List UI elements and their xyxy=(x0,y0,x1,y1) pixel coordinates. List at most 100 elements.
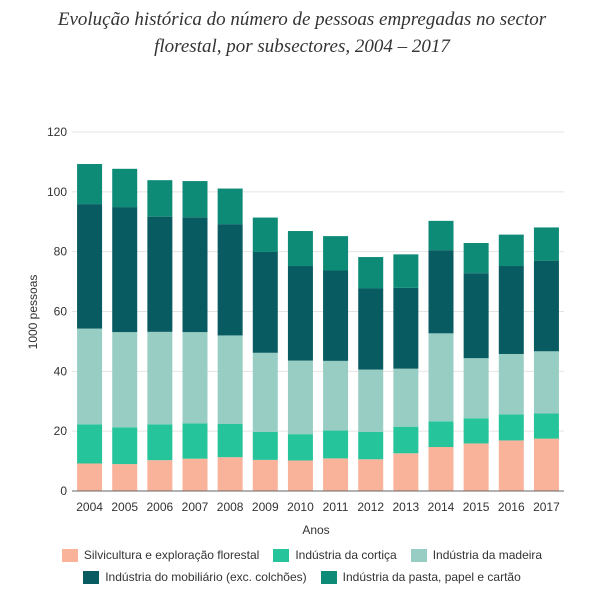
bar-industria-do-mobiliario-exc-colchoes-2004[interactable] xyxy=(77,204,103,329)
bar-silvicultura-e-exploracao-florestal-2009[interactable] xyxy=(252,459,278,491)
bar-industria-da-pasta-papel-e-cartao-2009[interactable] xyxy=(252,217,278,252)
y-tick-label-80: 80 xyxy=(54,245,68,259)
bar-silvicultura-e-exploracao-florestal-2006[interactable] xyxy=(147,460,173,491)
legend-item-cortica[interactable]: Indústria da cortiça xyxy=(273,548,397,562)
bar-industria-da-madeira-2013[interactable] xyxy=(393,368,419,427)
x-tick-label-2015: 2015 xyxy=(463,500,490,514)
bar-industria-da-madeira-2010[interactable] xyxy=(287,360,313,435)
bar-industria-do-mobiliario-exc-colchoes-2013[interactable] xyxy=(393,287,419,369)
stacked-bar-chart: 0 20 40 60 80 100 120 2004 2005 2006 2007 2008 2009 2… xyxy=(26,125,564,537)
x-tick-label-2012: 2012 xyxy=(357,500,384,514)
bar-silvicultura-e-exploracao-florestal-2005[interactable] xyxy=(112,464,138,491)
bar-industria-do-mobiliario-exc-colchoes-2009[interactable] xyxy=(252,251,278,353)
bar-silvicultura-e-exploracao-florestal-2012[interactable] xyxy=(358,459,384,491)
legend-label-cortica: Indústria da cortiça xyxy=(295,548,397,562)
bar-industria-da-madeira-2016[interactable] xyxy=(498,353,524,415)
legend-item-madeira[interactable]: Indústria da madeira xyxy=(410,548,542,562)
bar-industria-da-pasta-papel-e-cartao-2005[interactable] xyxy=(112,168,138,208)
bar-industria-da-madeira-2005[interactable] xyxy=(112,332,138,428)
bar-industria-do-mobiliario-exc-colchoes-2017[interactable] xyxy=(533,260,559,352)
bar-industria-da-cortica-2008[interactable] xyxy=(217,423,243,458)
bar-industria-da-madeira-2006[interactable] xyxy=(147,331,173,425)
y-tick-label-100: 100 xyxy=(47,185,67,199)
bar-industria-da-madeira-2004[interactable] xyxy=(77,328,103,425)
bar-industria-da-madeira-2017[interactable] xyxy=(533,351,559,414)
bar-industria-da-madeira-2012[interactable] xyxy=(358,369,384,432)
bar-industria-da-pasta-papel-e-cartao-2014[interactable] xyxy=(428,220,454,251)
bar-industria-do-mobiliario-exc-colchoes-2016[interactable] xyxy=(498,266,524,354)
bar-industria-da-pasta-papel-e-cartao-2012[interactable] xyxy=(358,257,384,289)
bar-industria-da-pasta-papel-e-cartao-2011[interactable] xyxy=(323,236,349,271)
bar-silvicultura-e-exploracao-florestal-2015[interactable] xyxy=(463,443,489,491)
bar-industria-da-madeira-2009[interactable] xyxy=(252,352,278,432)
bar-silvicultura-e-exploracao-florestal-2014[interactable] xyxy=(428,447,454,491)
bar-industria-da-pasta-papel-e-cartao-2013[interactable] xyxy=(393,254,419,288)
bar-industria-da-cortica-2005[interactable] xyxy=(112,427,138,465)
legend-label-pasta-papel: Indústria da pasta, papel e cartão xyxy=(342,570,521,584)
bar-industria-da-cortica-2011[interactable] xyxy=(323,430,349,459)
chart-title-line-2: florestal, por subsectores, 2004 – 2017 xyxy=(154,36,450,57)
bar-silvicultura-e-exploracao-florestal-2016[interactable] xyxy=(498,440,524,491)
legend-item-pasta-papel[interactable]: Indústria da pasta, papel e cartão xyxy=(320,570,521,584)
bar-industria-da-pasta-papel-e-cartao-2015[interactable] xyxy=(463,242,489,274)
bar-industria-da-cortica-2004[interactable] xyxy=(77,424,103,464)
bar-silvicultura-e-exploracao-florestal-2007[interactable] xyxy=(182,458,208,491)
bar-industria-da-cortica-2007[interactable] xyxy=(182,423,208,459)
bar-industria-da-pasta-papel-e-cartao-2007[interactable] xyxy=(182,181,208,218)
bar-industria-da-cortica-2009[interactable] xyxy=(252,431,278,460)
bar-industria-da-cortica-2016[interactable] xyxy=(498,414,524,441)
bar-industria-da-madeira-2015[interactable] xyxy=(463,358,489,419)
bar-industria-da-madeira-2014[interactable] xyxy=(428,333,454,422)
legend-item-mobiliario[interactable]: Indústria do mobiliário (exc. colchões) xyxy=(83,570,307,584)
bar-stack-2009 xyxy=(252,217,278,491)
legend-item-silvicultura[interactable]: Silvicultura e exploração florestal xyxy=(61,548,259,562)
bar-stack-2010 xyxy=(287,231,313,491)
legend-row-2: Indústria do mobiliário (exc. colchões) … xyxy=(0,570,604,584)
bar-industria-da-cortica-2012[interactable] xyxy=(358,431,384,460)
bar-industria-da-madeira-2008[interactable] xyxy=(217,335,243,424)
bar-industria-do-mobiliario-exc-colchoes-2006[interactable] xyxy=(147,216,173,332)
bar-industria-do-mobiliario-exc-colchoes-2014[interactable] xyxy=(428,250,454,334)
bar-industria-da-cortica-2010[interactable] xyxy=(287,434,313,461)
legend-swatch-madeira xyxy=(410,548,427,562)
bar-silvicultura-e-exploracao-florestal-2004[interactable] xyxy=(77,463,103,491)
legend-swatch-cortica xyxy=(273,548,290,562)
bar-industria-do-mobiliario-exc-colchoes-2010[interactable] xyxy=(287,266,313,361)
bar-stack-2017 xyxy=(533,227,559,491)
bar-industria-do-mobiliario-exc-colchoes-2005[interactable] xyxy=(112,207,138,333)
y-tick-label-60: 60 xyxy=(54,305,68,319)
bar-stack-2014 xyxy=(428,220,454,491)
bar-industria-da-pasta-papel-e-cartao-2006[interactable] xyxy=(147,180,173,217)
x-tick-label-2004: 2004 xyxy=(76,500,103,514)
bar-silvicultura-e-exploracao-florestal-2011[interactable] xyxy=(323,458,349,491)
x-tick-label-2009: 2009 xyxy=(252,500,279,514)
bar-stack-2012 xyxy=(358,257,384,491)
y-axis-label: 1000 pessoas xyxy=(26,275,40,350)
bar-industria-da-cortica-2013[interactable] xyxy=(393,426,419,454)
bar-industria-da-cortica-2017[interactable] xyxy=(533,413,559,439)
bar-silvicultura-e-exploracao-florestal-2013[interactable] xyxy=(393,453,419,491)
bar-industria-do-mobiliario-exc-colchoes-2012[interactable] xyxy=(358,288,384,370)
bar-industria-do-mobiliario-exc-colchoes-2011[interactable] xyxy=(323,270,349,361)
bar-industria-do-mobiliario-exc-colchoes-2008[interactable] xyxy=(217,224,243,336)
bar-industria-da-pasta-papel-e-cartao-2008[interactable] xyxy=(217,188,243,225)
bar-industria-da-pasta-papel-e-cartao-2010[interactable] xyxy=(287,231,313,267)
bar-industria-da-cortica-2014[interactable] xyxy=(428,421,454,448)
bar-industria-do-mobiliario-exc-colchoes-2015[interactable] xyxy=(463,273,489,359)
x-tick-label-2008: 2008 xyxy=(217,500,244,514)
bar-silvicultura-e-exploracao-florestal-2017[interactable] xyxy=(533,438,559,491)
bar-industria-da-madeira-2011[interactable] xyxy=(323,360,349,431)
bar-industria-da-pasta-papel-e-cartao-2004[interactable] xyxy=(77,164,103,205)
bar-industria-da-cortica-2006[interactable] xyxy=(147,424,173,461)
bar-industria-da-pasta-papel-e-cartao-2017[interactable] xyxy=(533,227,559,261)
bar-industria-da-pasta-papel-e-cartao-2016[interactable] xyxy=(498,234,524,267)
bar-industria-do-mobiliario-exc-colchoes-2007[interactable] xyxy=(182,217,208,333)
y-tick-label-120: 120 xyxy=(47,125,67,139)
x-tick-label-2005: 2005 xyxy=(111,500,138,514)
bar-silvicultura-e-exploracao-florestal-2008[interactable] xyxy=(217,457,243,491)
bar-industria-da-madeira-2007[interactable] xyxy=(182,332,208,424)
legend-swatch-silvicultura xyxy=(61,548,78,562)
bar-industria-da-cortica-2015[interactable] xyxy=(463,418,489,444)
x-tick-label-2011: 2011 xyxy=(323,500,349,514)
bar-silvicultura-e-exploracao-florestal-2010[interactable] xyxy=(287,460,313,491)
